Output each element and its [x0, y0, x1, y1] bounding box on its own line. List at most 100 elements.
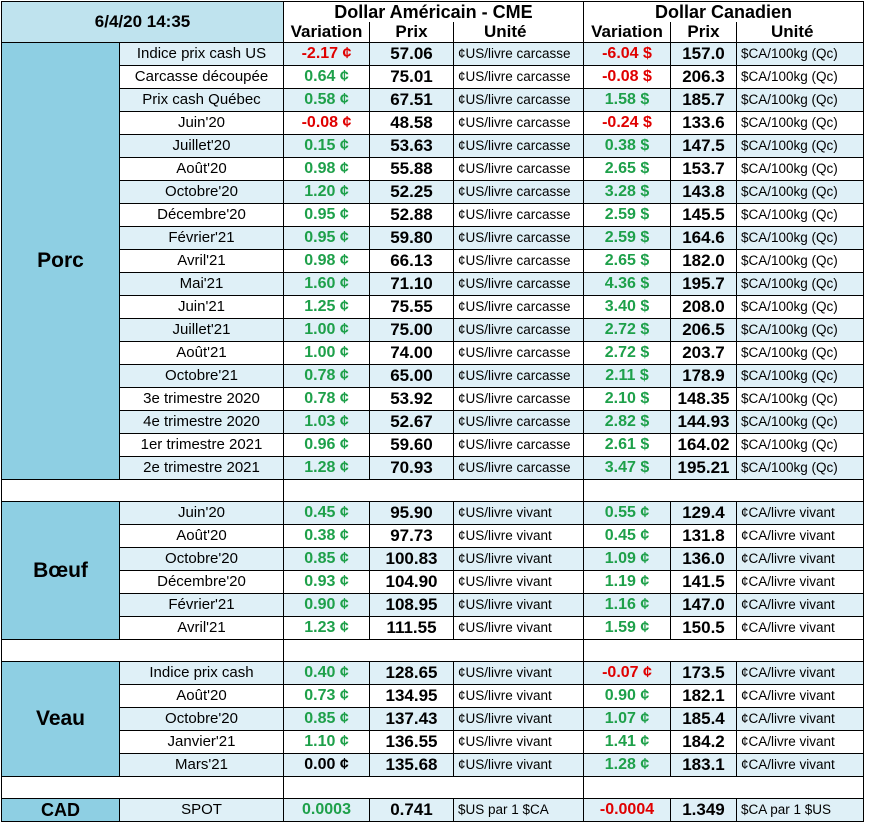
- cad-variation: -6.04 $: [583, 42, 671, 66]
- cad-price: 143.8: [670, 180, 737, 204]
- usd-unit: ¢US/livre vivant: [453, 661, 584, 685]
- category-1: Porc: [1, 42, 120, 480]
- usd-variation: 0.15 ¢: [283, 134, 370, 158]
- cad-title: Dollar Canadien: [583, 1, 864, 22]
- table-row: Juillet'21 1.00 ¢ 75.00 ¢US/livre carcasse 2…: [2, 318, 864, 342]
- table-row: Juin'20 -0.08 ¢ 48.58 ¢US/livre carcasse -0.…: [2, 111, 864, 135]
- cad-unit: ¢CA/livre vivant: [736, 593, 864, 617]
- row-label: 2e trimestre 2021: [119, 456, 284, 480]
- usd-price: 65.00: [369, 364, 454, 388]
- usd-price: 53.63: [369, 134, 454, 158]
- usd-unit: ¢US/livre vivant: [453, 547, 584, 571]
- usd-unit: ¢US/livre carcasse: [453, 180, 584, 204]
- row-label: Juin'20: [119, 501, 284, 525]
- row-label: Octobre'20: [119, 547, 284, 571]
- row-label: 4e trimestre 2020: [119, 410, 284, 434]
- usd-variation: 0.45 ¢: [283, 501, 370, 525]
- cad-unit: ¢CA/livre vivant: [736, 707, 864, 731]
- usd-variation: 0.98 ¢: [283, 249, 370, 273]
- table-row: 2e trimestre 2021 1.28 ¢ 70.93 ¢US/livre ca…: [2, 456, 864, 480]
- usd-price: 57.06: [369, 42, 454, 66]
- table-row: Carcasse découpée 0.64 ¢ 75.01 ¢US/livre ca…: [2, 65, 864, 89]
- cad-unit: ¢CA/livre vivant: [736, 570, 864, 594]
- usd-variation: 1.03 ¢: [283, 410, 370, 434]
- cad-price: 185.4: [670, 707, 737, 731]
- usd-variation: 0.78 ¢: [283, 364, 370, 388]
- usd-variation: 1.25 ¢: [283, 295, 370, 319]
- usd-price: 52.25: [369, 180, 454, 204]
- row-label: Août'20: [119, 684, 284, 708]
- usd-unit: ¢US/livre carcasse: [453, 111, 584, 135]
- row-label: Décembre'20: [119, 203, 284, 227]
- row-label: Octobre'20: [119, 180, 284, 204]
- usd-variation: 1.60 ¢: [283, 272, 370, 296]
- cad-variation: 1.16 ¢: [583, 593, 671, 617]
- cad-unit: $CA par 1 $US: [736, 798, 864, 822]
- cad-unit: $CA/100kg (Qc): [736, 341, 864, 365]
- cad-price: 208.0: [670, 295, 737, 319]
- cad-variation: 2.59 $: [583, 203, 671, 227]
- spacer-cell: [1, 479, 284, 502]
- table-row: Août'21 1.00 ¢ 74.00 ¢US/livre carcasse 2.72…: [2, 341, 864, 365]
- spacer-cell: [283, 776, 584, 799]
- category-4: CAD: [1, 798, 120, 822]
- cad-price: 183.1: [670, 753, 737, 777]
- table-row: Juillet'20 0.15 ¢ 53.63 ¢US/livre carcasse 0…: [2, 134, 864, 158]
- row-label: Prix cash Québec: [119, 88, 284, 112]
- usd-variation: 0.95 ¢: [283, 226, 370, 250]
- cad-variation: -0.07 ¢: [583, 661, 671, 685]
- usd-price: 53.92: [369, 387, 454, 411]
- usd-unit: ¢US/livre vivant: [453, 730, 584, 754]
- usd-variation: 1.10 ¢: [283, 730, 370, 754]
- usd-unit: ¢US/livre carcasse: [453, 295, 584, 319]
- usd-price: 100.83: [369, 547, 454, 571]
- usd-unit: ¢US/livre vivant: [453, 570, 584, 594]
- table-row: Octobre'20 0.85 ¢ 100.83 ¢US/livre vivant 1.…: [2, 547, 864, 571]
- table-row: 1er trimestre 2021 0.96 ¢ 59.60 ¢US/livre c…: [2, 433, 864, 457]
- usd-variation: 0.98 ¢: [283, 157, 370, 181]
- row-label: Indice prix cash: [119, 661, 284, 685]
- row-label: Décembre'20: [119, 570, 284, 594]
- cad-price: 133.6: [670, 111, 737, 135]
- usd-variation: 1.00 ¢: [283, 318, 370, 342]
- usd-price: 70.93: [369, 456, 454, 480]
- usd-unit: ¢US/livre carcasse: [453, 88, 584, 112]
- usd-price: 134.95: [369, 684, 454, 708]
- row-label: Août'20: [119, 524, 284, 548]
- row-label: Avril'21: [119, 249, 284, 273]
- cad-price: 206.5: [670, 318, 737, 342]
- usd-variation: 1.28 ¢: [283, 456, 370, 480]
- table-row: Veau Indice prix cash 0.40 ¢ 128.65 ¢US/livr…: [1, 661, 864, 777]
- table-row: Décembre'20 0.95 ¢ 52.88 ¢US/livre carcasse…: [2, 203, 864, 227]
- row-label: 3e trimestre 2020: [119, 387, 284, 411]
- usd-unit: ¢US/livre vivant: [453, 616, 584, 640]
- table-row: Octobre'21 0.78 ¢ 65.00 ¢US/livre carcasse 2…: [2, 364, 864, 388]
- usd-price: 67.51: [369, 88, 454, 112]
- cad-unit: ¢CA/livre vivant: [736, 684, 864, 708]
- cad-variation: 4.36 $: [583, 272, 671, 296]
- cad-variation: -0.0004: [583, 798, 671, 822]
- row-label: Février'21: [119, 226, 284, 250]
- table-row: Février'21 0.95 ¢ 59.80 ¢US/livre carcasse 2…: [2, 226, 864, 250]
- cad-price: 150.5: [670, 616, 737, 640]
- usd-variation: -2.17 ¢: [283, 42, 370, 66]
- cad-variation: 2.59 $: [583, 226, 671, 250]
- usd-variation: 0.64 ¢: [283, 65, 370, 89]
- cad-price: 184.2: [670, 730, 737, 754]
- usd-unit: ¢US/livre carcasse: [453, 433, 584, 457]
- cad-unit: ¢CA/livre vivant: [736, 753, 864, 777]
- usd-variation-header: Variation: [283, 22, 370, 43]
- usd-unit: ¢US/livre carcasse: [453, 203, 584, 227]
- cad-unit: ¢CA/livre vivant: [736, 501, 864, 525]
- usd-price: 55.88: [369, 157, 454, 181]
- usd-unit: ¢US/livre carcasse: [453, 341, 584, 365]
- cad-unit: ¢CA/livre vivant: [736, 547, 864, 571]
- table-row: Janvier'21 1.10 ¢ 136.55 ¢US/livre vivant 1.…: [2, 730, 864, 754]
- cad-unit: $CA/100kg (Qc): [736, 134, 864, 158]
- category-3: Veau: [1, 661, 120, 777]
- row-label: Avril'21: [119, 616, 284, 640]
- cad-variation: 2.72 $: [583, 341, 671, 365]
- cad-variation: 2.72 $: [583, 318, 671, 342]
- usd-unit: ¢US/livre vivant: [453, 684, 584, 708]
- usd-unit: ¢US/livre carcasse: [453, 42, 584, 66]
